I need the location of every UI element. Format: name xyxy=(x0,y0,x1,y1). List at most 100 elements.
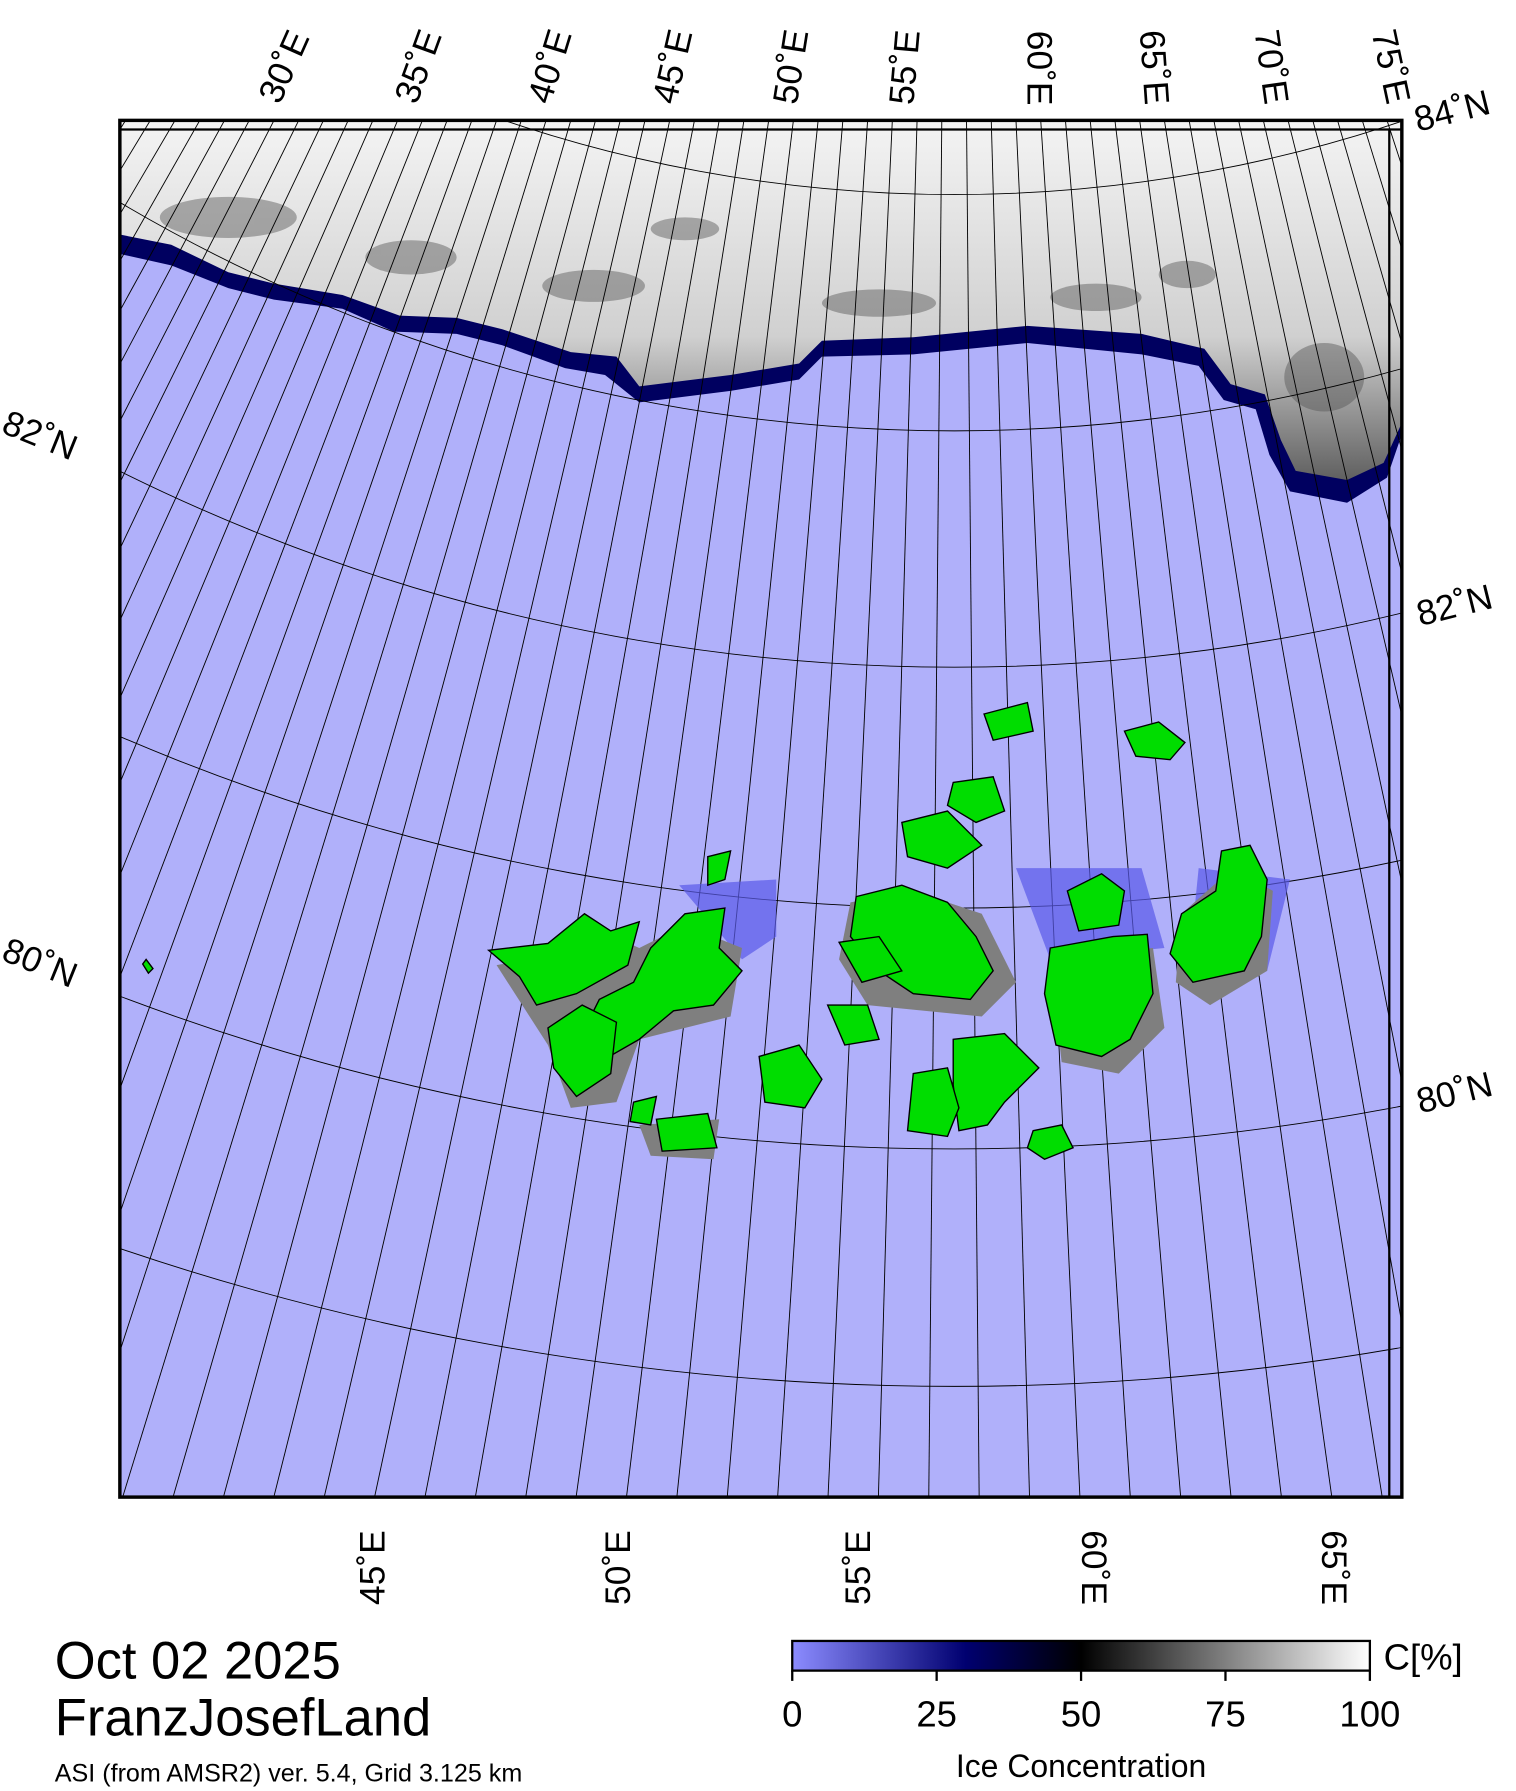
meridian xyxy=(1287,120,1402,575)
lon-label-top: 65˚E xyxy=(1132,29,1176,106)
meridian xyxy=(119,120,324,550)
meridian xyxy=(474,120,720,1498)
island xyxy=(837,935,903,984)
lat-label-right: 84˚N xyxy=(1410,83,1494,139)
meridian xyxy=(374,120,671,1498)
meridian xyxy=(1065,120,1182,1498)
lon-label-top: 45˚E xyxy=(646,26,701,108)
colorbar-ticks: 0 25 50 75 100 xyxy=(782,1670,1400,1735)
island xyxy=(629,1095,658,1126)
island xyxy=(906,1067,960,1138)
meridian xyxy=(172,120,572,1498)
meridian xyxy=(119,120,374,700)
meridian xyxy=(525,120,745,1498)
meridian xyxy=(119,120,275,423)
island xyxy=(141,958,154,975)
lon-label-top: 30˚E xyxy=(251,25,317,109)
meridian xyxy=(1040,120,1131,1498)
island xyxy=(1066,873,1126,932)
meridian xyxy=(273,120,621,1498)
meridian xyxy=(119,120,473,1091)
lon-label-top: 70˚E xyxy=(1247,27,1296,106)
lat-label-right: 82˚N xyxy=(1413,577,1497,633)
island xyxy=(901,810,983,869)
meridian xyxy=(119,120,201,262)
colorbar-tick-label: 100 xyxy=(1339,1694,1400,1735)
meridian xyxy=(1213,120,1402,1085)
island xyxy=(581,907,743,1064)
map-frame xyxy=(118,118,1404,1499)
lon-label-top: 40˚E xyxy=(521,25,580,108)
colorbar-tick-label: 0 xyxy=(782,1694,802,1735)
meridian xyxy=(1114,120,1282,1498)
colorbar-tick-label: 25 xyxy=(916,1694,957,1735)
island xyxy=(547,1004,618,1098)
date: Oct 02 2025 xyxy=(55,1632,341,1691)
meridian xyxy=(119,120,250,365)
island xyxy=(1169,844,1268,984)
meridian xyxy=(877,120,918,1498)
meridian xyxy=(119,120,349,622)
meridian xyxy=(1089,120,1232,1498)
island xyxy=(1043,933,1154,1058)
colorbar xyxy=(791,1639,1372,1672)
lon-label-top: 50˚E xyxy=(766,27,816,107)
meridian xyxy=(119,120,498,1215)
island xyxy=(826,1004,880,1046)
lon-label-bottom: 60˚E xyxy=(1074,1530,1113,1605)
colorbar-tick-label: 75 xyxy=(1205,1694,1246,1735)
meridian xyxy=(119,120,423,877)
colorbar-tick-label: 50 xyxy=(1061,1694,1102,1735)
lon-label-bottom: 55˚E xyxy=(839,1530,878,1605)
meridian xyxy=(827,120,893,1498)
island xyxy=(655,1112,718,1152)
sea-ice xyxy=(119,120,1402,480)
meridian xyxy=(119,120,399,785)
source: ASI (from AMSR2) ver. 5.4, Grid 3.125 km xyxy=(55,1759,522,1787)
meridian xyxy=(119,120,176,216)
meridian xyxy=(1262,120,1402,718)
island xyxy=(758,1044,823,1109)
meridian xyxy=(119,120,300,484)
meridian xyxy=(777,120,869,1498)
meridian xyxy=(1238,120,1402,886)
region: FranzJosefLand xyxy=(55,1689,431,1748)
lat-label-right: 80˚N xyxy=(1413,1065,1497,1121)
meridian xyxy=(1312,120,1402,452)
meridian xyxy=(323,120,646,1498)
lon-label-bottom: 65˚E xyxy=(1314,1530,1353,1605)
island xyxy=(946,776,1006,824)
meridian xyxy=(575,120,770,1498)
meridian xyxy=(122,120,547,1498)
parallel xyxy=(503,120,1402,195)
graticule xyxy=(119,120,1402,1498)
island xyxy=(983,701,1034,742)
meridian xyxy=(726,120,844,1498)
meridian xyxy=(1188,120,1402,1326)
meridian xyxy=(222,120,596,1498)
lat-label-left: 82˚N xyxy=(0,403,83,468)
lon-label-bottom: 45˚E xyxy=(354,1530,393,1605)
island xyxy=(486,912,641,1006)
island xyxy=(1123,721,1186,761)
meridian xyxy=(1163,120,1383,1498)
lat-label-left: 80˚N xyxy=(0,931,83,996)
meridian xyxy=(119,120,448,979)
meridian xyxy=(119,120,522,1353)
lon-label-top: 55˚E xyxy=(882,28,927,106)
islands xyxy=(141,701,1290,1160)
meridian xyxy=(1337,120,1402,345)
island xyxy=(707,850,732,887)
meridian xyxy=(1139,120,1333,1498)
meridian xyxy=(1361,120,1402,251)
meridian xyxy=(990,120,1030,1498)
meridian xyxy=(424,120,695,1498)
lon-label-bottom: 50˚E xyxy=(599,1530,638,1605)
lon-label-top: 75˚E xyxy=(1364,26,1418,107)
lon-label-top: 35˚E xyxy=(388,25,450,109)
ice-texture xyxy=(159,196,1365,412)
meridian xyxy=(119,120,226,312)
island xyxy=(1026,1124,1075,1160)
